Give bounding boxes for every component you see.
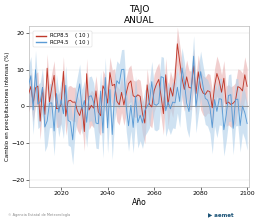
Y-axis label: Cambio en precipitaciones intensas (%): Cambio en precipitaciones intensas (%)	[5, 52, 10, 161]
Legend: RCP8.5    ( 10 ), RCP4.5    ( 10 ): RCP8.5 ( 10 ), RCP4.5 ( 10 )	[33, 31, 92, 47]
Title: TAJO
ANUAL: TAJO ANUAL	[124, 5, 154, 25]
X-axis label: Año: Año	[132, 198, 146, 207]
Text: ▶ aemet: ▶ aemet	[208, 212, 234, 217]
Text: © Agencia Estatal de Meteorología: © Agencia Estatal de Meteorología	[8, 213, 70, 217]
